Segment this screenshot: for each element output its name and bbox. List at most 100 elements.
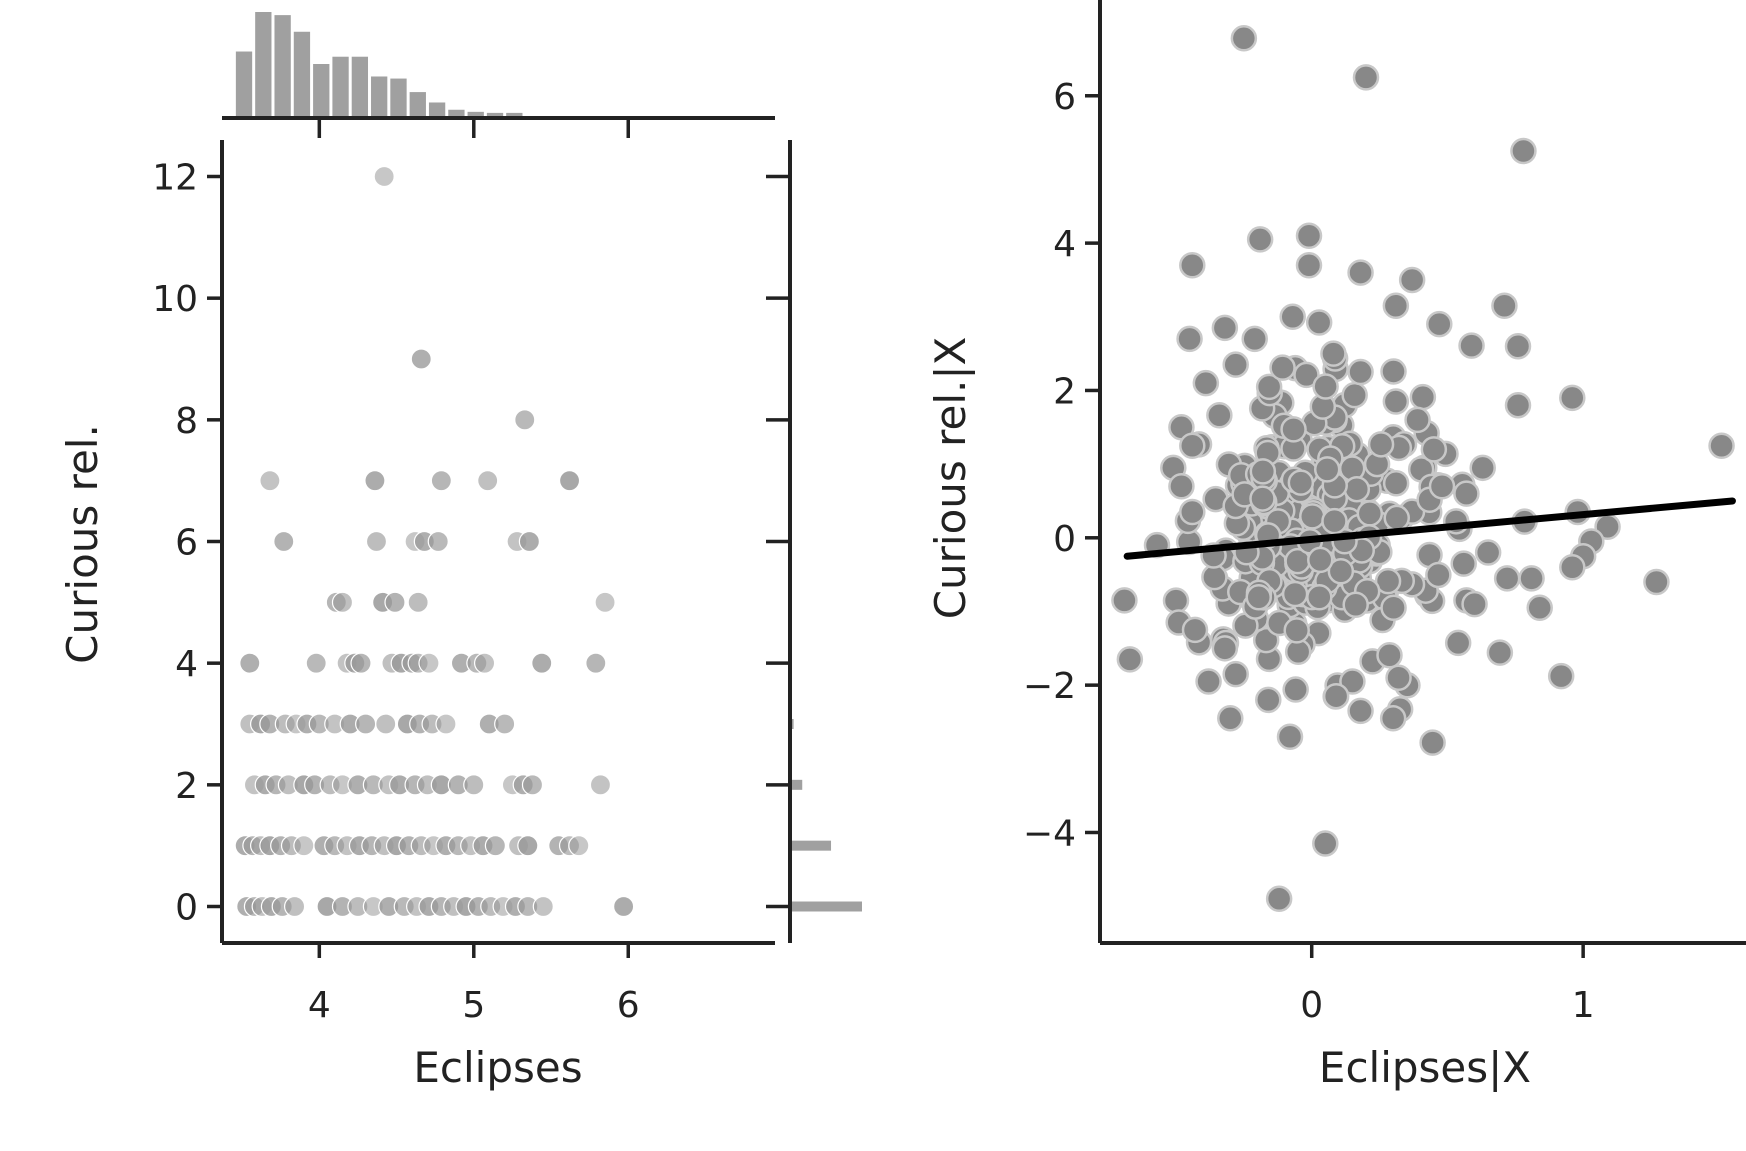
marginal-x-bar — [255, 12, 272, 116]
marginal-y-bar — [790, 779, 803, 790]
left-y-tick-label: 10 — [152, 279, 198, 320]
right-y-tick-label: −4 — [1023, 813, 1076, 854]
right-data-point — [1458, 332, 1485, 359]
right-data-point — [1559, 554, 1586, 581]
right-data-point — [1376, 641, 1403, 669]
right-data-point — [1283, 617, 1310, 644]
marginal-x-bar — [351, 56, 369, 116]
left-y-tick-label: 0 — [175, 888, 198, 929]
right-data-point — [1295, 222, 1323, 249]
left-data-point — [532, 895, 554, 918]
right-data-point — [1383, 504, 1410, 532]
left-y-tick-label: 6 — [175, 523, 198, 564]
right-data-point — [1450, 550, 1477, 577]
right-data-point — [1179, 498, 1206, 526]
right-data-point — [1245, 584, 1272, 611]
right-data-point — [1281, 580, 1309, 608]
right-data-point — [1111, 587, 1138, 614]
right-data-point — [1206, 401, 1233, 429]
right-data-point — [1382, 388, 1410, 415]
right-data-point — [1347, 358, 1374, 386]
marginal-x-bar — [235, 51, 253, 116]
marginal-x-bar — [409, 92, 426, 116]
right-data-point — [1339, 668, 1366, 695]
right-data-point — [1230, 25, 1258, 52]
right-data-point — [1241, 325, 1268, 353]
right-y-tick-label: 4 — [1053, 224, 1076, 265]
right-data-point — [1222, 660, 1249, 688]
right-data-point — [1341, 381, 1368, 409]
right-data-point — [1367, 431, 1395, 458]
right-data-point — [1181, 616, 1209, 644]
left-data-point — [259, 470, 281, 492]
right-data-point — [1176, 325, 1203, 353]
right-data-point — [1179, 432, 1206, 459]
marginal-x-bar — [467, 111, 484, 116]
marginal-y-histogram — [766, 140, 862, 943]
left-y-tick-label: 8 — [175, 401, 198, 442]
left-scatter-points — [234, 165, 635, 918]
marginal-x-bar — [448, 109, 465, 116]
right-data-point — [1312, 830, 1339, 857]
right-data-point — [1343, 475, 1371, 503]
right-data-point — [1398, 266, 1426, 294]
right-data-point — [1211, 635, 1239, 662]
right-data-point — [1287, 469, 1315, 496]
right-data-point — [1425, 561, 1452, 589]
right-data-point — [1168, 472, 1195, 500]
right-data-point — [1426, 310, 1453, 338]
left-data-point — [484, 835, 507, 857]
right-data-point — [1299, 503, 1326, 530]
regression-line — [1123, 497, 1736, 560]
left-data-point — [517, 835, 539, 857]
right-data-point — [1305, 309, 1333, 336]
right-data-point — [1192, 369, 1220, 397]
marginal-x-bar — [293, 31, 311, 116]
right-data-point — [1217, 705, 1244, 732]
marginal-x-bar — [506, 112, 523, 116]
right-data-point — [1547, 662, 1575, 690]
right-data-point — [1504, 391, 1532, 419]
right-data-point — [1246, 226, 1274, 253]
right-data-point — [1255, 686, 1282, 714]
right-data-point — [1347, 697, 1374, 725]
left-axes: 4 5 6 0 2 4 6 8 10 12 — [152, 140, 775, 1026]
right-y-tick-label: 6 — [1053, 77, 1076, 118]
right-data-point — [1385, 664, 1412, 692]
right-x-axis-label: Eclipses|X — [1319, 1043, 1531, 1092]
right-data-point — [1708, 432, 1735, 459]
left-data-point — [430, 470, 452, 492]
right-data-point — [1419, 729, 1446, 756]
marginal-x-bar — [486, 112, 504, 116]
right-data-point — [1249, 458, 1277, 485]
right-data-point — [1491, 292, 1518, 319]
left-data-point — [293, 835, 315, 857]
left-y-tick-label: 4 — [175, 644, 198, 685]
right-data-point — [1420, 436, 1448, 463]
left-data-point — [410, 348, 432, 370]
right-data-point — [1428, 472, 1456, 500]
right-data-point — [1179, 251, 1206, 279]
right-data-point — [1404, 406, 1431, 434]
left-data-point — [373, 165, 395, 188]
right-data-point — [1211, 314, 1239, 342]
left-data-point — [407, 591, 429, 613]
right-data-point — [1356, 500, 1384, 527]
right-data-point — [1380, 358, 1407, 385]
right-data-point — [1409, 383, 1437, 411]
marginal-x-bar — [390, 78, 407, 116]
left-data-point — [494, 713, 516, 735]
right-data-point — [1347, 259, 1374, 286]
marginal-y-bar — [790, 840, 832, 851]
left-data-point — [518, 530, 540, 553]
right-y-axis-label: Curious rel.|X — [926, 337, 975, 620]
marginal-x-bar — [371, 76, 388, 116]
right-data-point — [1222, 351, 1249, 378]
left-data-point — [305, 652, 327, 674]
left-data-point — [355, 713, 377, 735]
right-data-point — [1255, 373, 1283, 401]
right-data-point — [1313, 456, 1341, 483]
right-y-tick-label: −2 — [1023, 666, 1076, 707]
marginal-x-bar — [313, 64, 330, 116]
